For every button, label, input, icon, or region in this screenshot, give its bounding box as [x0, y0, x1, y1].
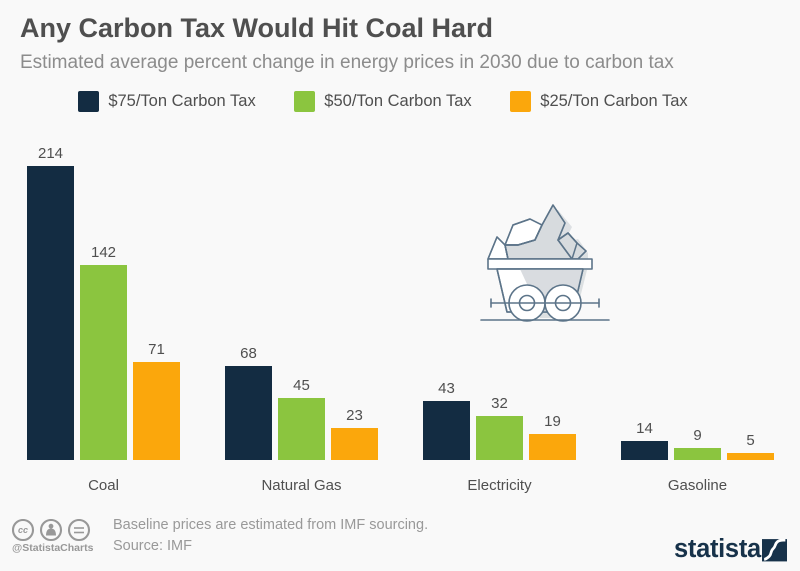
svg-text:cc: cc [18, 525, 28, 535]
